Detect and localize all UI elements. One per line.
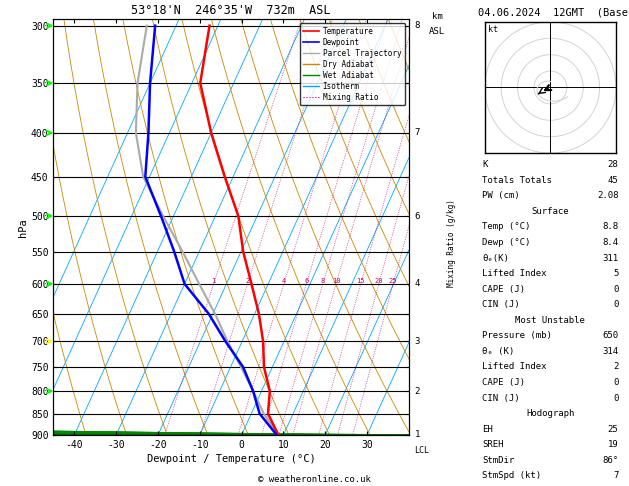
Text: LCL: LCL — [415, 446, 430, 455]
Text: 19: 19 — [608, 440, 618, 449]
Title: 53°18'N  246°35'W  732m  ASL: 53°18'N 246°35'W 732m ASL — [131, 4, 331, 17]
Text: km: km — [431, 12, 443, 21]
Text: 3: 3 — [415, 337, 420, 346]
Legend: Temperature, Dewpoint, Parcel Trajectory, Dry Adiabat, Wet Adiabat, Isotherm, Mi: Temperature, Dewpoint, Parcel Trajectory… — [299, 23, 405, 105]
Text: CIN (J): CIN (J) — [482, 300, 520, 309]
Text: Pressure (mb): Pressure (mb) — [482, 331, 552, 340]
Text: 20: 20 — [374, 278, 383, 284]
Text: 8: 8 — [415, 21, 420, 30]
Text: 2.08: 2.08 — [597, 191, 618, 200]
Text: StmDir: StmDir — [482, 456, 515, 465]
Text: 28: 28 — [608, 160, 618, 169]
Text: Dewp (°C): Dewp (°C) — [482, 238, 531, 247]
Text: © weatheronline.co.uk: © weatheronline.co.uk — [258, 474, 371, 484]
Text: kt: kt — [488, 25, 498, 34]
Text: 4: 4 — [415, 279, 420, 288]
Text: 1: 1 — [211, 278, 216, 284]
Text: 5: 5 — [613, 269, 618, 278]
Text: θₑ(K): θₑ(K) — [482, 254, 509, 262]
Text: Surface: Surface — [532, 207, 569, 216]
Text: Lifted Index: Lifted Index — [482, 269, 547, 278]
Text: 10: 10 — [331, 278, 340, 284]
Text: StmSpd (kt): StmSpd (kt) — [482, 471, 542, 480]
Text: Lifted Index: Lifted Index — [482, 363, 547, 371]
Text: 7: 7 — [613, 471, 618, 480]
Text: 8: 8 — [321, 278, 325, 284]
Text: θₑ (K): θₑ (K) — [482, 347, 515, 356]
Text: EH: EH — [482, 425, 493, 434]
Text: CAPE (J): CAPE (J) — [482, 378, 525, 387]
Text: CAPE (J): CAPE (J) — [482, 285, 525, 294]
Text: 2: 2 — [245, 278, 250, 284]
Text: 04.06.2024  12GMT  (Base: 18): 04.06.2024 12GMT (Base: 18) — [478, 7, 629, 17]
Text: CIN (J): CIN (J) — [482, 394, 520, 402]
Y-axis label: hPa: hPa — [18, 218, 28, 237]
Text: 0: 0 — [613, 394, 618, 402]
Text: 8.4: 8.4 — [602, 238, 618, 247]
Text: 0: 0 — [613, 285, 618, 294]
Text: 314: 314 — [602, 347, 618, 356]
Text: 86°: 86° — [602, 456, 618, 465]
Text: Temp (°C): Temp (°C) — [482, 223, 531, 231]
Text: 6: 6 — [304, 278, 308, 284]
Text: 2: 2 — [415, 386, 420, 396]
Text: 25: 25 — [389, 278, 398, 284]
Text: 0: 0 — [613, 378, 618, 387]
Text: 15: 15 — [357, 278, 365, 284]
Text: Hodograph: Hodograph — [526, 409, 574, 418]
Text: PW (cm): PW (cm) — [482, 191, 520, 200]
Text: 8.8: 8.8 — [602, 223, 618, 231]
Text: ASL: ASL — [429, 27, 445, 36]
Text: 6: 6 — [415, 211, 420, 221]
Text: 650: 650 — [602, 331, 618, 340]
Text: SREH: SREH — [482, 440, 504, 449]
Text: 4: 4 — [282, 278, 286, 284]
Text: 311: 311 — [602, 254, 618, 262]
Text: Most Unstable: Most Unstable — [515, 316, 586, 325]
Text: 1: 1 — [415, 431, 420, 439]
Text: 2: 2 — [613, 363, 618, 371]
Text: 7: 7 — [415, 128, 420, 138]
Text: 45: 45 — [608, 176, 618, 185]
Text: K: K — [482, 160, 487, 169]
Text: Totals Totals: Totals Totals — [482, 176, 552, 185]
Text: 0: 0 — [613, 300, 618, 309]
X-axis label: Dewpoint / Temperature (°C): Dewpoint / Temperature (°C) — [147, 454, 316, 464]
Text: 25: 25 — [608, 425, 618, 434]
Text: Mixing Ratio (g/kg): Mixing Ratio (g/kg) — [447, 199, 456, 287]
